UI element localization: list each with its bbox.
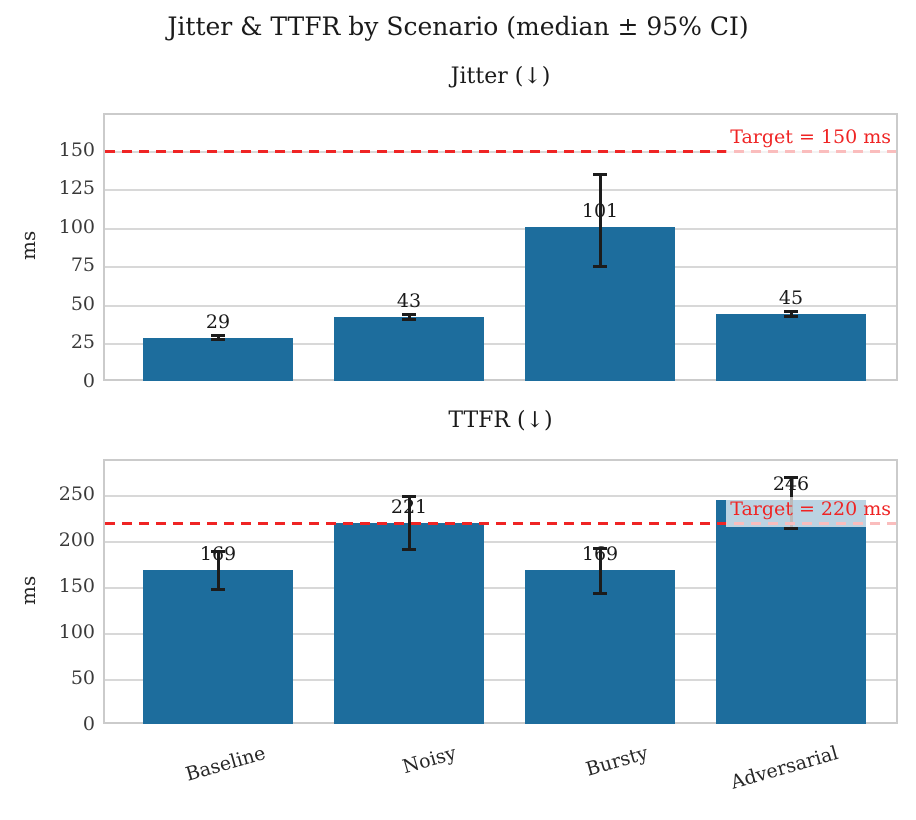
bar [716,313,866,381]
bar [716,499,866,724]
error-bar-line [789,310,793,317]
target-line [105,150,896,154]
x-tick-label: Baseline [183,742,269,786]
y-tick-label: 100 [58,620,95,643]
error-bar-cap [402,548,416,552]
y-tick-label: 150 [58,138,95,161]
error-bar-cap [402,317,416,321]
bar-value-label: 29 [205,311,231,334]
bar [334,316,484,381]
error-bar-cap [211,337,225,341]
bar [143,338,293,381]
bar-value-label: 43 [396,289,422,312]
x-tick-label: Adversarial [728,742,842,794]
gridline [105,189,896,192]
error-bar-line [598,173,602,268]
error-bar-line [216,335,220,340]
error-bar-cap [211,550,225,554]
y-tick-label: 50 [70,292,95,315]
plot-area: 169221169246Target = 220 msBaselineNoisy… [103,459,898,794]
y-tick-label: 250 [58,482,95,505]
gridline [105,227,896,230]
target-label-bbox [726,124,896,155]
target-label: Target = 150 ms [730,125,891,148]
gridline [105,586,896,589]
y-tick-label: 25 [70,331,95,354]
gridline [105,494,896,497]
target-label-bbox [726,496,896,527]
figure-title: Jitter & TTFR by Scenario (median ± 95% … [167,12,749,41]
y-tick-label: 100 [58,215,95,238]
target-label: Target = 220 ms [730,497,891,520]
error-bar-cap [784,314,798,318]
x-tick-label: Noisy [400,742,460,779]
y-tick-label: 0 [82,713,95,735]
y-tick-label: 125 [58,177,95,200]
error-bar-cap [402,312,416,316]
error-bar-cap [593,172,607,176]
y-tick-label: 0 [82,370,95,392]
bar [525,570,675,724]
bar-value-label: 45 [778,286,804,309]
bar [143,570,293,724]
error-bar-line [216,551,220,590]
gridline [105,540,896,543]
error-bar-cap [402,494,416,498]
error-bar-cap [784,309,798,313]
y-tick-label: 200 [58,528,95,551]
x-tick-label: Bursty [583,742,651,781]
plot-area: 294310145Target = 150 ms [103,113,898,381]
bar [334,522,484,724]
error-bar-cap [593,591,607,595]
y-tick-label: 150 [58,574,95,597]
gridline [105,632,896,635]
error-bar-cap [593,265,607,269]
error-bar-cap [211,334,225,338]
target-line [105,522,896,526]
gridline [105,266,896,269]
y-axis-label: ms [16,575,40,605]
error-bar-cap [593,547,607,551]
y-tick-label: 50 [70,666,95,689]
gridline [105,343,896,346]
error-bar-cap [784,475,798,479]
error-bar-line [598,548,602,594]
error-bar-cap [784,527,798,531]
gridline [105,678,896,681]
gridline [105,304,896,307]
subplot-title: TTFR (↓) [448,408,553,433]
y-tick-label: 75 [70,254,95,277]
y-axis-label: ms [16,230,40,260]
error-bar-line [407,313,411,320]
error-bar-cap [211,587,225,591]
subplot-title: Jitter (↓) [450,64,551,89]
